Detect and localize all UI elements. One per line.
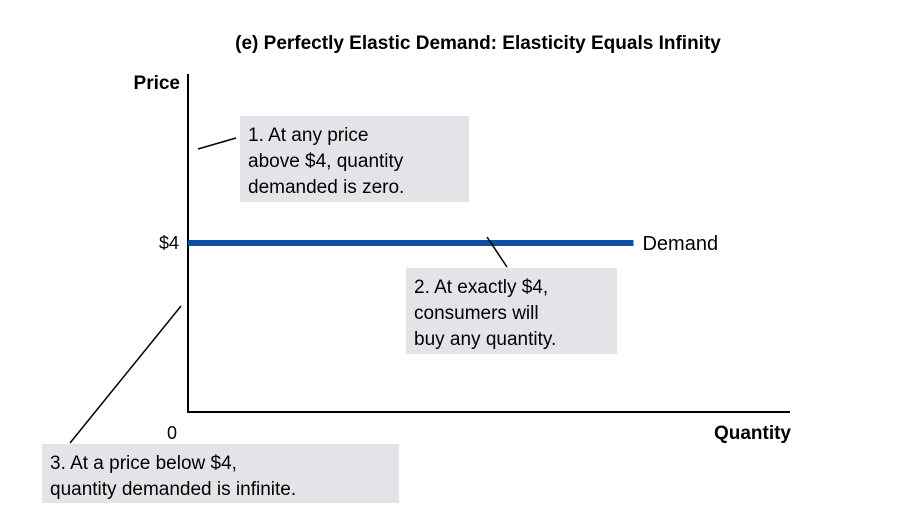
annotation-1-box bbox=[240, 116, 469, 202]
annotation-3-text: 3. At a price below $4, quantity demande… bbox=[50, 453, 296, 500]
annotation-1-text: 1. At any price above $4, quantity deman… bbox=[248, 125, 409, 198]
annotation-1-line-2: above $4, quantity bbox=[248, 151, 404, 172]
y-tick-label: $4 bbox=[159, 233, 179, 253]
annotation-1-leader bbox=[197, 137, 237, 150]
demand-series-label: Demand bbox=[642, 233, 718, 255]
chart-title: (e) Perfectly Elastic Demand: Elasticity… bbox=[235, 33, 721, 54]
x-axis-label: Quantity bbox=[714, 423, 791, 444]
annotation-3-line-1: 3. At a price below $4, bbox=[50, 453, 237, 474]
annotation-2-box bbox=[406, 268, 617, 354]
annotation-3-box bbox=[42, 444, 399, 503]
annotation-2-line-2: consumers will bbox=[414, 303, 539, 324]
y-ticks: $4 bbox=[159, 233, 179, 253]
annotation-3-line-2: quantity demanded is infinite. bbox=[50, 479, 296, 500]
annotation-2-leader bbox=[486, 236, 508, 268]
annotation-2-line-1: 2. At exactly $4, bbox=[414, 277, 548, 298]
annotation-2-line-3: buy any quantity. bbox=[414, 329, 556, 350]
annotation-3-leader bbox=[69, 305, 182, 444]
origin-label: 0 bbox=[167, 423, 177, 443]
annotation-1-line-3: demanded is zero. bbox=[248, 177, 404, 198]
annotation-1-line-1: 1. At any price bbox=[248, 125, 368, 146]
annotation-2-text: 2. At exactly $4, consumers will buy any… bbox=[414, 277, 556, 350]
series-layer: Demand bbox=[188, 233, 718, 255]
y-axis-label: Price bbox=[134, 73, 180, 94]
